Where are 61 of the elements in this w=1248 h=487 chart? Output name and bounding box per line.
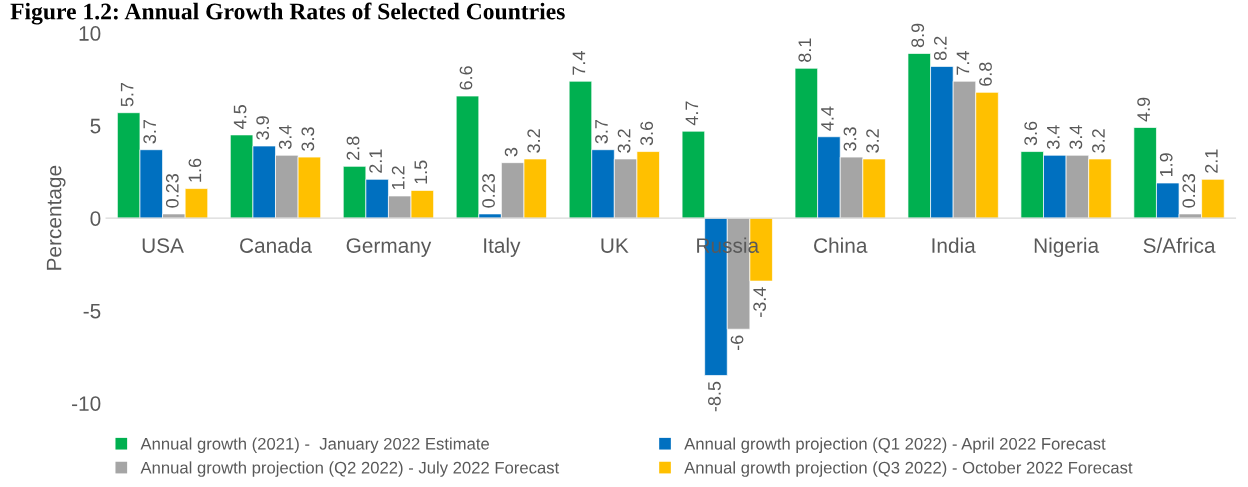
data-label: 3.6 [1024, 121, 1038, 146]
data-label: 3.2 [617, 129, 631, 153]
y-tick-label: 0 [90, 211, 101, 226]
data-label: 4.9 [1137, 97, 1151, 122]
legend-label: Annual growth (2021) - January 2022 Estimate [140, 437, 489, 453]
data-label: 3.2 [527, 129, 541, 153]
x-tick-label: Nigeria [1034, 237, 1100, 258]
data-label: 2.8 [346, 136, 360, 160]
data-label: 3.4 [278, 125, 292, 150]
x-tick-label: Italy [484, 237, 521, 258]
data-label: -3.4 [753, 287, 766, 317]
data-label: 2.1 [1204, 149, 1218, 173]
data-label: -8.5 [708, 381, 721, 412]
data-label: 1.9 [1159, 153, 1173, 177]
data-label: 1.5 [414, 160, 428, 184]
legend-label: Annual growth projection (Q3 2022) - October 2022 Forecast [684, 461, 1133, 477]
data-label: 3.9 [256, 116, 270, 140]
legend-label: Annual growth projection (Q1 2022) - April 2022 Forecast [684, 437, 1106, 453]
data-label: 6.8 [979, 62, 992, 86]
data-label: 4.7 [685, 101, 699, 126]
data-label: 3.4 [1069, 125, 1083, 150]
data-label: 3.7 [143, 119, 157, 144]
data-label: 8.1 [798, 38, 812, 62]
chart-title: Figure 1.2: Annual Growth Rates of Selected Countries [10, 2, 565, 25]
legend-label: Annual growth projection (Q2 2022) - July 2022 Forecast [140, 461, 560, 477]
x-tick-label: Germany [346, 238, 432, 258]
x-tick-label: Canada [240, 237, 312, 253]
data-label: 8.9 [911, 23, 925, 48]
data-label: 3.2 [1092, 129, 1105, 153]
data-label: 2.1 [369, 149, 382, 173]
data-label: 3.3 [301, 127, 315, 151]
x-tick-label: S/Africa [1143, 237, 1216, 253]
data-label: -6 [730, 335, 744, 351]
data-label: 7.4 [572, 51, 586, 75]
x-tick-label: Russia [697, 237, 760, 253]
data-label: 3.4 [1046, 125, 1060, 150]
data-label: 3.3 [843, 127, 857, 151]
data-label: 0.23 [482, 174, 495, 208]
y-tick-label: -10 [72, 396, 101, 411]
data-label: 7.4 [956, 51, 970, 75]
y-tick-label: 5 [90, 118, 101, 134]
data-label: 1.6 [188, 158, 202, 182]
data-label: 8.2 [933, 36, 947, 61]
data-label: 3.7 [595, 119, 608, 144]
x-tick-label: India [932, 237, 976, 253]
data-label: 3.6 [640, 121, 654, 146]
x-tick-label: UK [601, 238, 629, 253]
x-tick-label: China [814, 237, 868, 253]
data-label: 6.6 [459, 66, 473, 90]
data-label: 4.5 [233, 105, 247, 129]
data-label: 3 [504, 147, 518, 157]
y-axis-title: Percentage [46, 165, 66, 270]
data-label: 0.23 [1182, 174, 1196, 208]
data-label: 5.7 [120, 82, 134, 107]
data-label: 4.4 [821, 106, 834, 131]
data-label: 0.23 [165, 174, 179, 208]
data-label: 1.2 [391, 166, 405, 190]
data-label: 3.2 [866, 129, 879, 153]
x-tick-label: USA [142, 238, 184, 253]
y-tick-label: -5 [83, 303, 101, 319]
y-tick-label: 10 [79, 26, 101, 41]
